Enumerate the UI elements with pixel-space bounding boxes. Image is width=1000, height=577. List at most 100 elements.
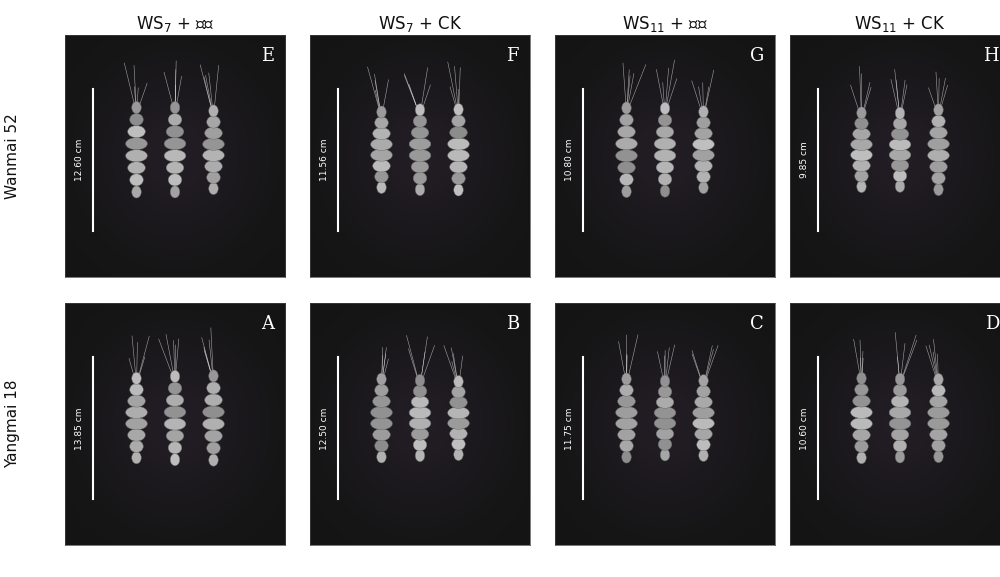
Ellipse shape <box>375 384 388 396</box>
Text: Yangmai 18: Yangmai 18 <box>5 380 20 469</box>
Ellipse shape <box>132 186 141 198</box>
Ellipse shape <box>853 159 870 171</box>
Ellipse shape <box>413 439 427 451</box>
Ellipse shape <box>375 117 388 129</box>
Text: H: H <box>983 47 999 65</box>
Ellipse shape <box>857 181 866 193</box>
Ellipse shape <box>409 417 431 429</box>
Ellipse shape <box>654 138 676 150</box>
Text: G: G <box>750 47 764 65</box>
Ellipse shape <box>697 171 710 183</box>
Ellipse shape <box>126 149 147 162</box>
Ellipse shape <box>930 395 947 407</box>
Ellipse shape <box>851 149 872 161</box>
Ellipse shape <box>205 160 222 173</box>
Ellipse shape <box>128 126 145 138</box>
Ellipse shape <box>893 384 907 396</box>
Ellipse shape <box>889 406 911 418</box>
Ellipse shape <box>205 394 222 406</box>
Ellipse shape <box>616 406 637 418</box>
Ellipse shape <box>851 418 872 430</box>
Ellipse shape <box>889 418 911 430</box>
Ellipse shape <box>415 104 425 116</box>
Ellipse shape <box>857 107 866 119</box>
Ellipse shape <box>654 149 676 162</box>
Ellipse shape <box>377 451 386 463</box>
Ellipse shape <box>855 170 868 182</box>
Ellipse shape <box>207 171 220 183</box>
Ellipse shape <box>170 186 180 198</box>
Ellipse shape <box>928 406 949 418</box>
Ellipse shape <box>658 439 672 451</box>
Ellipse shape <box>699 106 708 118</box>
Ellipse shape <box>375 440 388 452</box>
Ellipse shape <box>699 182 708 194</box>
Ellipse shape <box>209 370 218 382</box>
Ellipse shape <box>454 103 463 115</box>
Ellipse shape <box>893 170 907 182</box>
Ellipse shape <box>130 384 143 396</box>
Text: 12.50 cm: 12.50 cm <box>320 407 329 449</box>
Ellipse shape <box>209 454 218 466</box>
Ellipse shape <box>166 126 184 138</box>
Text: 11.75 cm: 11.75 cm <box>565 407 574 449</box>
Ellipse shape <box>373 395 390 407</box>
Ellipse shape <box>415 183 425 196</box>
Ellipse shape <box>203 406 224 418</box>
Text: 10.60 cm: 10.60 cm <box>800 407 809 449</box>
Ellipse shape <box>658 173 672 185</box>
Ellipse shape <box>413 115 427 128</box>
Ellipse shape <box>932 172 945 184</box>
Ellipse shape <box>622 373 631 385</box>
Ellipse shape <box>203 418 224 430</box>
Ellipse shape <box>452 173 465 185</box>
Ellipse shape <box>452 115 465 127</box>
Ellipse shape <box>930 429 947 441</box>
Ellipse shape <box>130 174 143 186</box>
Ellipse shape <box>170 370 180 383</box>
Ellipse shape <box>853 429 870 441</box>
Ellipse shape <box>620 384 633 396</box>
Text: A: A <box>261 315 274 333</box>
Ellipse shape <box>889 138 911 151</box>
Text: WS$_{11}$ + CK: WS$_{11}$ + CK <box>854 14 946 35</box>
Ellipse shape <box>851 406 872 418</box>
Ellipse shape <box>618 395 635 407</box>
Ellipse shape <box>895 107 905 119</box>
Ellipse shape <box>895 451 905 463</box>
Ellipse shape <box>448 149 469 162</box>
Ellipse shape <box>203 149 224 162</box>
Ellipse shape <box>697 117 710 129</box>
Ellipse shape <box>855 384 868 396</box>
Ellipse shape <box>693 407 714 419</box>
Ellipse shape <box>371 406 392 418</box>
Ellipse shape <box>454 184 463 196</box>
Ellipse shape <box>622 185 631 197</box>
Ellipse shape <box>450 428 467 440</box>
Ellipse shape <box>693 138 714 151</box>
Ellipse shape <box>126 418 147 430</box>
Ellipse shape <box>126 138 147 150</box>
Text: 11.56 cm: 11.56 cm <box>320 139 329 181</box>
Ellipse shape <box>170 102 180 114</box>
Ellipse shape <box>660 102 670 114</box>
Ellipse shape <box>128 429 145 441</box>
Ellipse shape <box>415 374 425 387</box>
Ellipse shape <box>164 138 186 150</box>
Ellipse shape <box>934 104 943 116</box>
Ellipse shape <box>656 396 674 409</box>
Text: WS$_{11}$ + 孕酮: WS$_{11}$ + 孕酮 <box>622 14 708 35</box>
Ellipse shape <box>853 128 870 140</box>
Text: F: F <box>507 47 519 65</box>
Ellipse shape <box>697 385 710 398</box>
Ellipse shape <box>618 126 635 138</box>
Text: 12.60 cm: 12.60 cm <box>75 139 84 181</box>
Ellipse shape <box>128 395 145 407</box>
Ellipse shape <box>371 149 392 161</box>
Text: 10.80 cm: 10.80 cm <box>565 139 574 181</box>
Ellipse shape <box>891 128 909 140</box>
Ellipse shape <box>168 382 182 394</box>
Ellipse shape <box>375 171 388 183</box>
Ellipse shape <box>413 385 427 398</box>
Text: C: C <box>750 315 764 333</box>
